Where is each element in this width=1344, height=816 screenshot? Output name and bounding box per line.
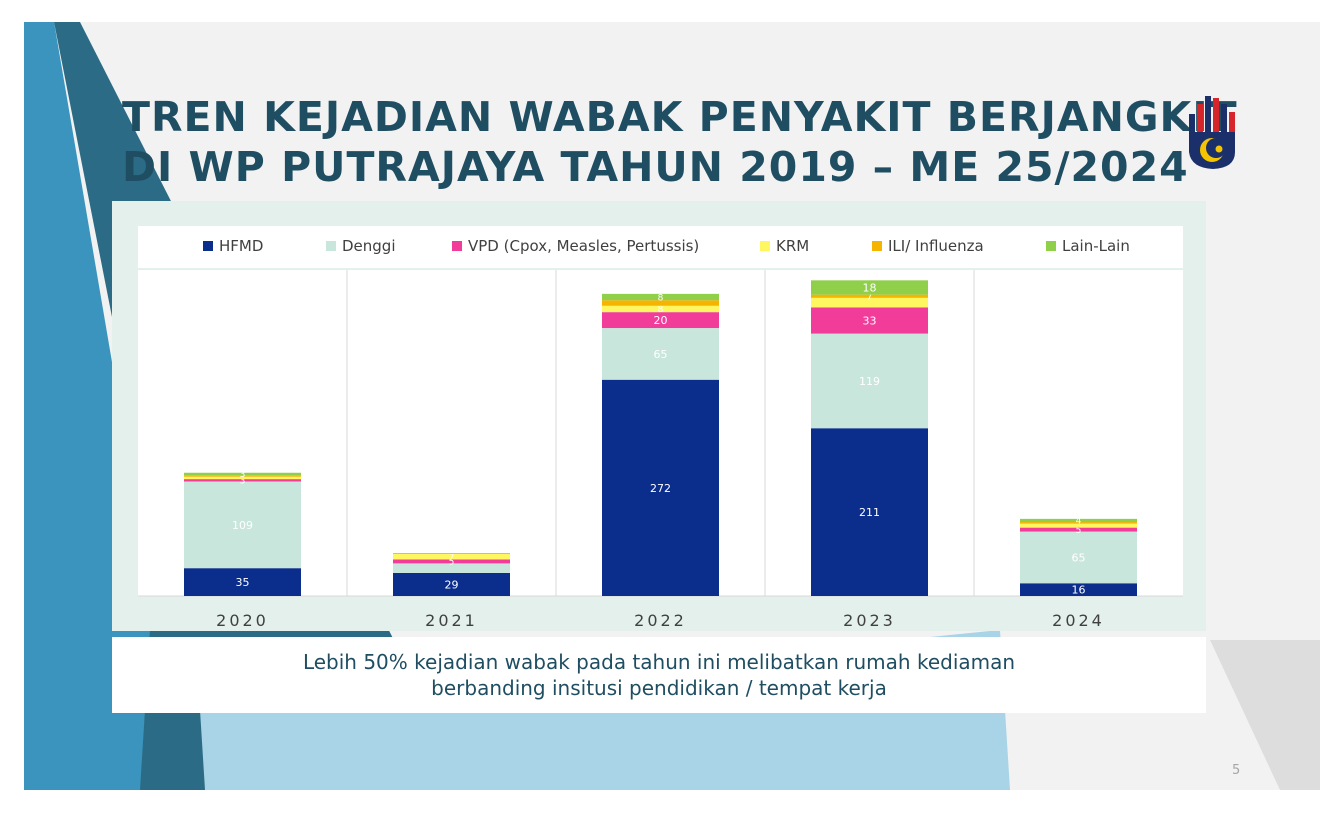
data-label: 109 bbox=[232, 519, 253, 532]
data-label: 7 bbox=[449, 553, 455, 563]
title-line-2: DI WP PUTRAJAYA TAHUN 2019 – ME 25/2024 bbox=[122, 143, 1189, 191]
bar-segment-vpd-cpox-measles-pertussis-2022 bbox=[602, 312, 719, 329]
page-title: TREN KEJADIAN WABAK PENYAKIT BERJANGKIT … bbox=[122, 92, 1238, 192]
data-label: 272 bbox=[650, 482, 671, 495]
legend-item-krm: KRM bbox=[760, 237, 809, 255]
bar-segment-denggi-2020 bbox=[184, 481, 301, 569]
x-tick-label: 2022 bbox=[634, 611, 687, 630]
bar-segment-hfmd-2023 bbox=[811, 428, 928, 596]
putrajaya-hand-emblem-icon bbox=[1189, 96, 1235, 169]
x-tick-label: 2021 bbox=[425, 611, 478, 630]
data-label: 211 bbox=[859, 506, 880, 519]
data-label: 7 bbox=[867, 292, 873, 302]
bar-segment-vpd-cpox-measles-pertussis-2020 bbox=[184, 479, 301, 482]
bar-segment-ili-influenza-2024 bbox=[1020, 522, 1137, 524]
bar-segment-ili-influenza-2020 bbox=[184, 475, 301, 477]
x-tick-label: 2023 bbox=[843, 611, 896, 630]
legend-item-ili-influenza: ILI/ Influenza bbox=[872, 237, 984, 255]
bar-segment-ili-influenza-2023 bbox=[811, 294, 928, 298]
bar-segment-krm-2020 bbox=[184, 476, 301, 480]
data-label: 65 bbox=[1072, 551, 1086, 564]
bar-segment-hfmd-2021 bbox=[393, 572, 510, 596]
legend-item-lain-lain: Lain-Lain bbox=[1046, 237, 1130, 255]
bar-segment-lain-lain-2021 bbox=[393, 553, 510, 554]
legend-label: KRM bbox=[776, 237, 810, 255]
data-label: 119 bbox=[859, 375, 880, 388]
caption-line-2: berbanding insitusi pendidikan / tempat … bbox=[431, 676, 887, 700]
bar-segment-ili-influenza-2022 bbox=[602, 300, 719, 306]
data-label: 3 bbox=[240, 477, 246, 487]
data-label: 8 bbox=[658, 293, 664, 303]
legend-swatch bbox=[760, 241, 770, 251]
bar-segment-denggi-2024 bbox=[1020, 531, 1137, 584]
bar-segment-hfmd-2024 bbox=[1020, 583, 1137, 596]
bar-segment-lain-lain-2020 bbox=[184, 472, 301, 476]
legend-item-hfmd: HFMD bbox=[203, 237, 263, 255]
bar-segment-krm-2022 bbox=[602, 305, 719, 313]
legend-label: ILI/ Influenza bbox=[888, 237, 984, 255]
data-label: 16 bbox=[1072, 584, 1086, 597]
data-label: 65 bbox=[654, 348, 668, 361]
x-tick-label: 2024 bbox=[1052, 611, 1105, 630]
caption-line-1: Lebih 50% kejadian wabak pada tahun ini … bbox=[302, 650, 1016, 674]
right-grey-band bbox=[1210, 640, 1320, 790]
caption-box: Lebih 50% kejadian wabak pada tahun ini … bbox=[112, 637, 1206, 713]
data-label: 8 bbox=[658, 305, 664, 315]
bar-segment-hfmd-2022 bbox=[602, 379, 719, 596]
legend-label: Lain-Lain bbox=[1062, 237, 1130, 255]
legend-item-vpd: VPD (Cpox, Measles, Pertussis) bbox=[452, 237, 699, 255]
legend-label: Denggi bbox=[342, 237, 396, 255]
stacked-bar-chart: 3510933202029572021272652088202221111933… bbox=[138, 270, 1183, 630]
data-label: 33 bbox=[863, 314, 877, 327]
legend-item-denggi: Denggi bbox=[326, 237, 396, 255]
data-label: 5 bbox=[1076, 526, 1082, 536]
bar-segment-lain-lain-2024 bbox=[1020, 518, 1137, 523]
bar-segment-krm-2024 bbox=[1020, 523, 1137, 528]
bar-segment-vpd-cpox-measles-pertussis-2024 bbox=[1020, 527, 1137, 532]
bar-segment-vpd-cpox-measles-pertussis-2021 bbox=[393, 559, 510, 564]
data-label: 4 bbox=[1076, 517, 1082, 527]
legend-swatch bbox=[203, 241, 213, 251]
legend-swatch bbox=[1046, 241, 1056, 251]
data-label: 20 bbox=[654, 314, 668, 327]
bar-segment-denggi-2021 bbox=[393, 563, 510, 573]
bar-segment-krm-2021 bbox=[393, 553, 510, 560]
chart-legend: HFMD Denggi VPD (Cpox, Measles, Pertussi… bbox=[138, 226, 1183, 268]
bar-segment-hfmd-2020 bbox=[184, 568, 301, 596]
bar-segment-lain-lain-2022 bbox=[602, 293, 719, 301]
bar-segment-vpd-cpox-measles-pertussis-2023 bbox=[811, 307, 928, 334]
data-label: 29 bbox=[445, 578, 459, 591]
bar-segment-krm-2023 bbox=[811, 297, 928, 308]
x-tick-label: 2020 bbox=[216, 611, 269, 630]
legend-label: HFMD bbox=[219, 237, 264, 255]
legend-swatch bbox=[452, 241, 462, 251]
legend-swatch bbox=[872, 241, 882, 251]
data-label: 3 bbox=[240, 470, 246, 480]
legend-swatch bbox=[326, 241, 336, 251]
title-line-1: TREN KEJADIAN WABAK PENYAKIT BERJANGKIT bbox=[122, 93, 1238, 141]
data-label: 35 bbox=[236, 576, 250, 589]
legend-label: VPD (Cpox, Measles, Pertussis) bbox=[468, 237, 700, 255]
page-number: 5 bbox=[1232, 763, 1241, 778]
data-label: 18 bbox=[863, 281, 877, 294]
data-label: 5 bbox=[449, 558, 455, 568]
bar-segment-denggi-2023 bbox=[811, 333, 928, 429]
bar-segment-lain-lain-2023 bbox=[811, 280, 928, 295]
bar-segment-denggi-2022 bbox=[602, 328, 719, 380]
